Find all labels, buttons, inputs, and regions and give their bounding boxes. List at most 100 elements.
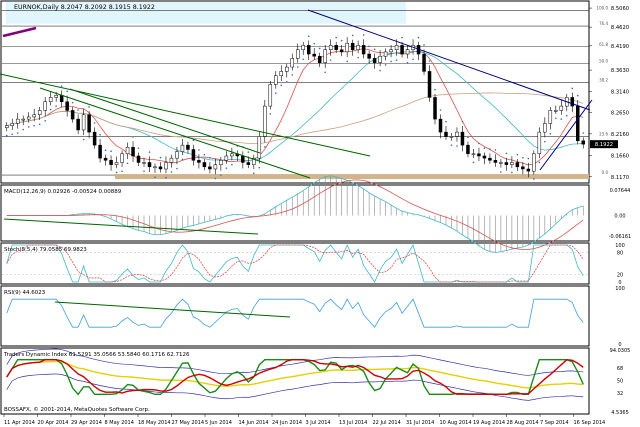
candle-body bbox=[532, 153, 536, 172]
sar-dot bbox=[198, 149, 200, 151]
sar-dot bbox=[511, 171, 513, 174]
blue-trendline-down bbox=[307, 9, 591, 111]
watermark: BOSSAFX, © 2001-2014, MetaQuotes Softwar… bbox=[4, 406, 150, 413]
price-tick-label: 8.4190 bbox=[611, 44, 629, 50]
macd-signal-line bbox=[6, 179, 584, 250]
sar-dot bbox=[505, 152, 508, 155]
candle-body bbox=[241, 155, 245, 163]
sar-dot bbox=[203, 153, 206, 156]
green-trendline-2 bbox=[39, 87, 311, 179]
rsi-tick-label: 100 bbox=[615, 286, 625, 292]
x-tick-label: 29 Apr 2014 bbox=[71, 420, 102, 426]
candle-body bbox=[103, 157, 108, 161]
candle-body bbox=[81, 114, 86, 131]
price-tick-label: 8.1170 bbox=[611, 175, 629, 181]
candle-body bbox=[499, 162, 503, 164]
candle-body bbox=[43, 101, 47, 111]
candle-body bbox=[21, 118, 25, 121]
sar-dot bbox=[77, 109, 79, 111]
sar-dot bbox=[209, 156, 211, 159]
candle-body bbox=[290, 58, 295, 68]
sar-dot bbox=[27, 126, 30, 128]
candle-body bbox=[433, 97, 437, 120]
x-tick-label: 31 Jul 2014 bbox=[406, 420, 434, 426]
candle-body bbox=[54, 95, 58, 98]
candle-body bbox=[65, 101, 69, 111]
candle-body bbox=[246, 162, 251, 165]
candle-body bbox=[400, 45, 404, 55]
candle-body bbox=[548, 110, 553, 124]
sar-dot bbox=[346, 60, 348, 63]
sar-dot bbox=[450, 144, 453, 146]
sar-dot bbox=[291, 74, 294, 76]
sar-dot bbox=[384, 64, 387, 66]
sar-dot bbox=[390, 60, 392, 63]
fib-label: 38.2 bbox=[599, 77, 608, 82]
sar-dot bbox=[154, 176, 156, 179]
price-layer: 100.0 76.4 61.8 50.0 38.2 23.6 0.0 8.1922 bbox=[0, 2, 618, 180]
candle-body bbox=[438, 118, 443, 133]
sar-dot bbox=[302, 58, 305, 61]
candle-body bbox=[367, 53, 371, 59]
price-tick-label: 8.2160 bbox=[611, 132, 629, 138]
candle-body bbox=[153, 166, 157, 169]
candle-body bbox=[570, 97, 575, 107]
candle-body bbox=[4, 125, 9, 129]
sar-dot bbox=[307, 35, 310, 38]
rsi-line bbox=[6, 298, 584, 328]
candle-body bbox=[323, 49, 327, 63]
sar-dot bbox=[159, 156, 162, 159]
sar-dot bbox=[253, 172, 255, 175]
sar-dot bbox=[549, 133, 552, 135]
candle-body bbox=[350, 42, 355, 50]
tdi-tick-label: 50 bbox=[617, 379, 623, 385]
sar-dot bbox=[357, 56, 359, 59]
sar-dot bbox=[544, 140, 546, 143]
candle-body bbox=[460, 131, 465, 146]
candle-body bbox=[422, 53, 426, 72]
sar-dot bbox=[533, 178, 535, 180]
candle-body bbox=[164, 162, 168, 170]
candle-body bbox=[158, 166, 163, 170]
candle-body bbox=[219, 160, 223, 165]
price-tick-label: 8.3630 bbox=[611, 68, 629, 74]
candle-body bbox=[389, 49, 393, 53]
x-tick-label: 22 Jul 2014 bbox=[373, 420, 401, 426]
candle-body bbox=[504, 162, 509, 165]
purple-marker-line bbox=[2, 26, 37, 38]
candle-body bbox=[378, 55, 382, 63]
sar-dot bbox=[483, 147, 486, 149]
candle-body bbox=[59, 95, 64, 103]
rsi-green-trendline bbox=[54, 301, 291, 318]
sar-dot bbox=[516, 153, 519, 156]
sar-dot bbox=[264, 146, 266, 148]
candle-body bbox=[449, 136, 454, 138]
fib-label: 76.4 bbox=[599, 21, 608, 26]
price-tick-label: 8.5060 bbox=[611, 6, 629, 12]
sar-dot bbox=[274, 92, 277, 94]
tdi-base-line bbox=[6, 360, 584, 389]
highlight-zone bbox=[6, 2, 406, 24]
sar-dot bbox=[560, 118, 563, 120]
sar-dot bbox=[434, 88, 436, 91]
x-tick-label: 11 Apr 2014 bbox=[4, 420, 35, 426]
sar-dot bbox=[335, 36, 337, 39]
sar-dot bbox=[340, 39, 343, 42]
stoch-tick-label: 100 bbox=[615, 243, 625, 249]
candle-body bbox=[427, 71, 432, 98]
candle-body bbox=[125, 147, 130, 155]
sar-dot bbox=[99, 133, 101, 136]
candle-body bbox=[383, 51, 388, 57]
macd-layer bbox=[3, 175, 584, 253]
x-tick-label: 3 Jul 2014 bbox=[306, 420, 331, 426]
macd-panel-frame bbox=[0, 184, 590, 242]
macd-label: MACD(12,26,9) 0.02926 -0.00524 0.00889 bbox=[4, 189, 122, 195]
candle-body bbox=[136, 155, 141, 163]
candle-body bbox=[197, 160, 201, 163]
candle-body bbox=[345, 42, 349, 53]
sar-dot bbox=[445, 120, 447, 123]
candle-body bbox=[334, 45, 338, 50]
rsi-layer bbox=[6, 298, 584, 328]
sar-dot bbox=[132, 136, 134, 138]
